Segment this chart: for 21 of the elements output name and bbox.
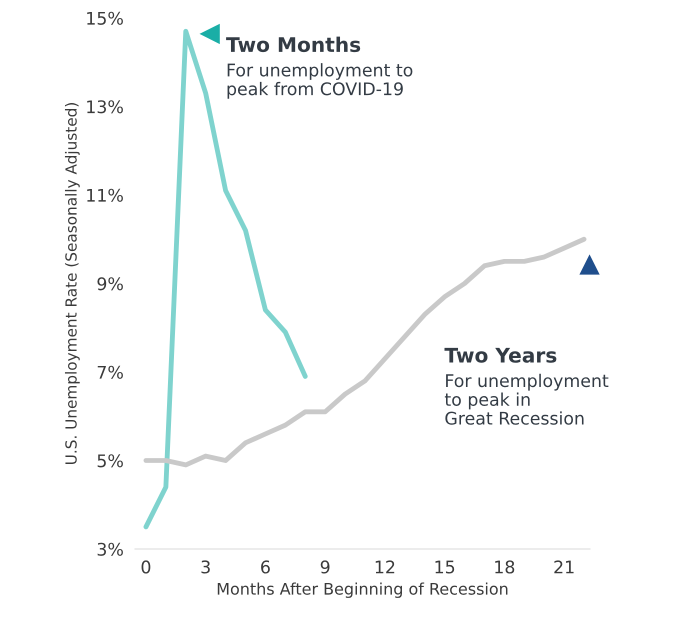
y-tick-label: 9% — [97, 277, 123, 290]
y-tick-label: 11% — [87, 188, 123, 202]
x-tick-label: 9 — [320, 560, 330, 574]
annotation: For unemployment to peak from COVID-19 — [228, 63, 412, 99]
x-tick-label: 3 — [201, 560, 210, 574]
x-tick-label: 0 — [142, 560, 150, 574]
x-tick-label: 18 — [495, 560, 514, 574]
x-tick-label: 6 — [261, 560, 270, 574]
x-tick-label: 15 — [436, 560, 454, 574]
annotation: Two Months — [226, 36, 360, 52]
y-tick-label: 7% — [98, 366, 123, 379]
x-axis-title: Months After Beginning of Recession — [218, 582, 508, 598]
y-tick-label: 3% — [98, 542, 123, 556]
y-tick-label: 13% — [87, 100, 123, 114]
y-tick-label: 15% — [87, 12, 123, 25]
x-tick-label: 21 — [554, 560, 574, 574]
annotation: Two Years — [444, 348, 556, 363]
annotation: For unemployment to peak in Great Recession — [444, 374, 608, 425]
x-tick-label: 12 — [376, 560, 394, 574]
y-tick-label: 5% — [98, 454, 123, 468]
y-axis-title: U.S. Unemployment Rate (Seasonally Adjusted) — [64, 103, 80, 464]
